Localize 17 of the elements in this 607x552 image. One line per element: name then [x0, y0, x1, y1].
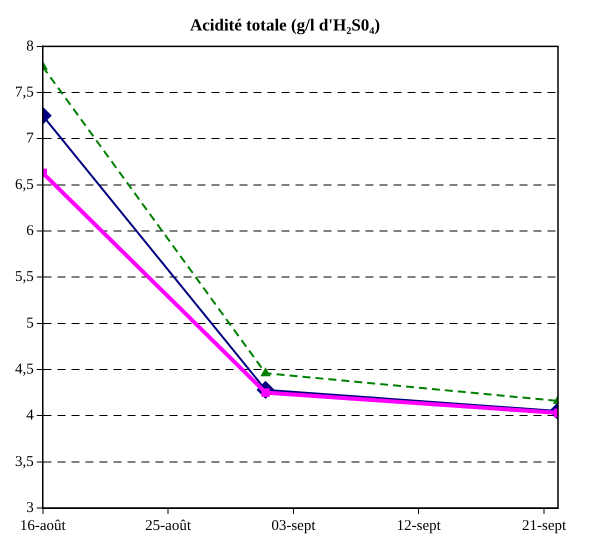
y-tick-label: 6,5 — [15, 176, 34, 193]
y-tick-label: 7,5 — [15, 84, 34, 100]
x-tick-label: 25-août — [145, 518, 192, 534]
x-tick-label: 16-août — [20, 518, 66, 534]
y-tick-label: 4,5 — [15, 361, 34, 378]
x-tick-label: 03-sept — [271, 518, 316, 534]
y-tick-label: 7 — [26, 130, 34, 147]
y-tick-label: 3,5 — [15, 454, 34, 470]
chart-title: Acidité totale (g/l d'H₂S0₄) — [190, 16, 380, 35]
y-tick-label: 5 — [26, 315, 34, 332]
y-tick-label: 8 — [26, 38, 34, 54]
x-tick-label: 12-sept — [396, 518, 442, 534]
x-tick-label: 21-sept — [522, 518, 567, 534]
y-tick-label: 3 — [26, 500, 34, 516]
y-tick-label: 6 — [26, 222, 34, 239]
y-tick-label: 4 — [26, 408, 34, 424]
y-tick-label: 5,5 — [15, 269, 34, 286]
